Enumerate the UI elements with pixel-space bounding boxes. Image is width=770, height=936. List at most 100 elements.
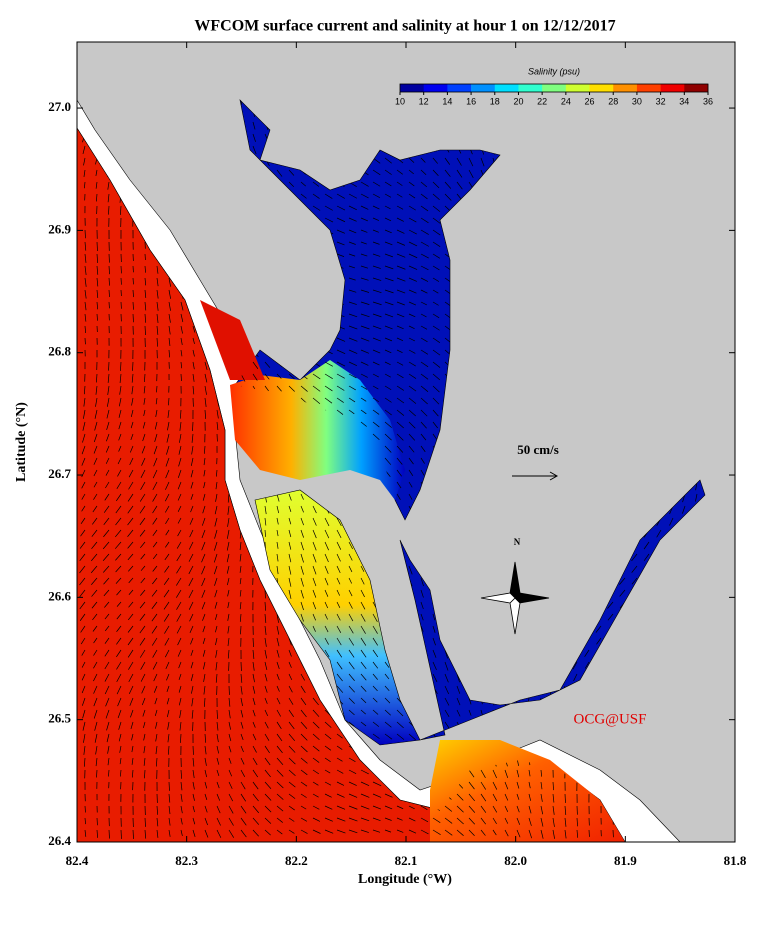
current-vector [103,577,110,585]
current-vector [216,733,219,743]
current-vector [143,409,146,416]
current-vector [252,757,258,766]
current-vector [240,757,245,765]
current-vector [82,433,86,443]
current-vector [504,781,509,790]
current-vector [336,553,341,562]
current-vector [336,793,345,798]
current-vector [300,697,307,706]
current-vector [360,661,367,670]
current-vector [96,265,99,275]
current-vector [480,793,487,802]
current-vector [432,613,436,621]
current-vector [252,733,257,741]
current-vector [119,205,122,215]
current-vector [80,625,86,633]
current-vector [336,541,342,550]
current-vector [372,385,379,390]
current-vector [154,421,158,430]
current-vector [420,445,426,453]
current-vector [204,757,207,766]
current-vector [131,757,134,765]
current-vector [312,589,317,598]
current-vector [129,697,134,706]
current-vector [115,553,122,561]
current-vector [201,517,206,526]
current-vector [276,373,282,379]
current-vector [396,217,404,222]
current-vector [276,649,280,658]
current-vector [432,289,439,294]
current-vector [444,649,448,659]
current-vector [152,565,158,572]
current-vector [372,397,379,403]
current-vector [96,829,98,838]
current-vector [95,385,98,395]
current-vector [372,409,380,415]
current-vector [336,373,345,379]
current-vector [84,325,87,334]
current-vector [93,445,98,454]
current-vector [177,529,182,537]
current-vector [420,217,429,224]
current-vector [324,625,329,633]
current-vector [312,373,321,380]
current-vector [116,673,122,683]
current-vector [607,601,614,609]
current-vector [168,793,171,803]
current-vector [96,253,99,263]
current-vector [348,205,357,211]
current-vector [192,817,196,825]
current-vector [116,625,122,632]
current-vector [528,817,532,826]
colorbar-cell [542,84,567,92]
current-vector [226,553,230,563]
current-vector [540,805,544,815]
current-vector [81,469,86,478]
current-vector [240,793,247,802]
current-vector [372,661,379,669]
current-vector [336,217,346,223]
current-vector [167,721,170,730]
current-vector [180,349,183,357]
current-vector [94,733,98,743]
current-vector [144,265,146,273]
current-vector [140,661,146,670]
current-vector [168,397,170,406]
current-vector [116,481,122,489]
current-vector [139,505,146,514]
current-vector [276,769,284,777]
current-vector [213,565,218,575]
current-vector [201,589,206,598]
current-vector [348,589,353,597]
current-vector [384,697,391,704]
current-vector [252,781,259,790]
current-vector [108,829,110,839]
current-vector [214,529,218,539]
current-vector [95,169,98,177]
current-vector [228,829,235,838]
current-vector [180,781,183,791]
current-vector [264,517,267,526]
current-vector [372,649,379,658]
current-vector [203,469,206,477]
current-vector [154,709,158,717]
current-vector [227,493,230,503]
current-vector [384,661,390,668]
current-vector [105,445,110,453]
current-vector [152,481,158,491]
current-vector [372,817,381,822]
caloosahatchee-river [399,479,706,741]
current-vector [360,625,366,634]
current-vector [288,505,292,512]
current-vector [276,685,280,692]
current-vector [168,325,171,335]
current-vector [83,385,86,395]
current-vector [84,253,87,263]
current-vector [384,361,391,366]
current-vector [444,157,451,165]
current-vector [228,817,234,826]
current-vector [360,817,370,822]
scale-arrow [512,471,559,481]
charlotte-harbor [234,99,501,521]
